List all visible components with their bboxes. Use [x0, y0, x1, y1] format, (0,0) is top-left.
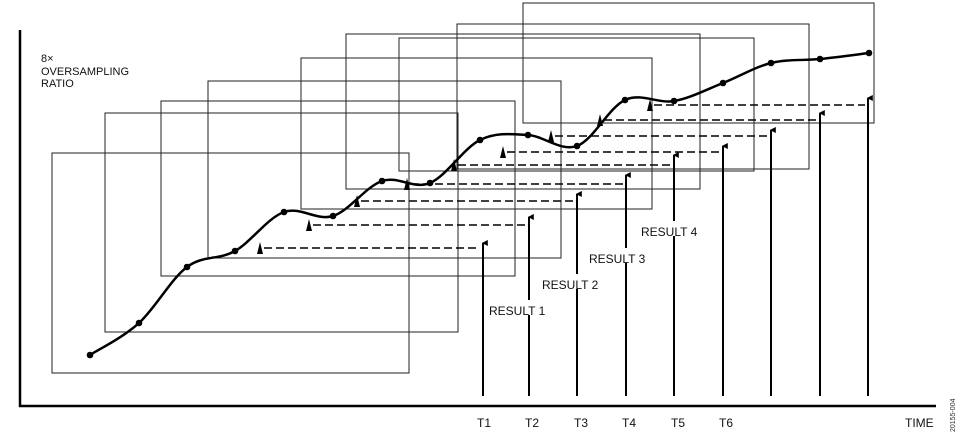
time-tick-labels: T1 T2 T3 T4 T5 T6 TIME: [477, 416, 934, 430]
sample-window-9: [522, 2, 875, 124]
sample-point-1: [86, 351, 94, 359]
tick-t5: T5: [671, 416, 685, 430]
sample-point-8: [426, 179, 434, 187]
sample-windows: [51, 2, 875, 374]
sample-point-2: [135, 319, 143, 327]
result-1-label: RESULT 1: [489, 304, 546, 318]
sample-window-5: [300, 57, 653, 210]
signal-line: [89, 51, 870, 357]
sample-window-1: [51, 152, 410, 374]
sample-window-2: [104, 112, 459, 333]
triangle-marker-6: [500, 146, 506, 158]
y-axis-label-line2: OVERSAMPLING: [41, 66, 129, 78]
result-2-label: RESULT 2: [542, 278, 599, 292]
sample-point-11: [573, 142, 581, 150]
result-labels: RESULT 1 RESULT 2 RESULT 3 RESULT 4: [487, 221, 705, 318]
tick-t2: T2: [525, 416, 539, 430]
tick-t6: T6: [719, 416, 733, 430]
x-axis-label: TIME: [905, 416, 934, 430]
sample-point-13: [670, 97, 678, 105]
sample-point-9: [476, 136, 484, 144]
sample-point-3: [183, 263, 191, 271]
sample-point-15: [767, 59, 775, 67]
triangle-marker-1: [257, 242, 263, 254]
sample-point-10: [524, 131, 532, 139]
triangle-marker-5: [451, 159, 457, 171]
tick-t1: T1: [477, 416, 491, 430]
sample-point-14: [719, 79, 727, 87]
result-arrows: [481, 95, 873, 396]
sample-point-16: [816, 55, 824, 63]
triangle-marker-7: [548, 130, 554, 142]
result-3-label: RESULT 3: [589, 252, 646, 266]
sample-point-17: [865, 49, 873, 57]
sample-point-7: [378, 177, 386, 185]
triangle-marker-3: [354, 195, 360, 207]
figure-code: 20155-004: [950, 398, 957, 432]
sample-point-12: [621, 96, 629, 104]
signal-curve: [86, 49, 873, 359]
y-axis-label-line1: 8×: [41, 53, 54, 65]
sample-point-6: [329, 212, 337, 220]
tick-t4: T4: [622, 416, 636, 430]
triangle-marker-2: [306, 219, 312, 231]
sample-window-8: [456, 23, 810, 170]
result-4-label: RESULT 4: [641, 225, 698, 239]
y-axis-label-line3: RATIO: [41, 78, 74, 90]
tick-t3: T3: [574, 416, 588, 430]
sample-point-4: [231, 247, 239, 255]
triangle-marker-9: [647, 99, 653, 111]
sample-point-5: [280, 208, 288, 216]
